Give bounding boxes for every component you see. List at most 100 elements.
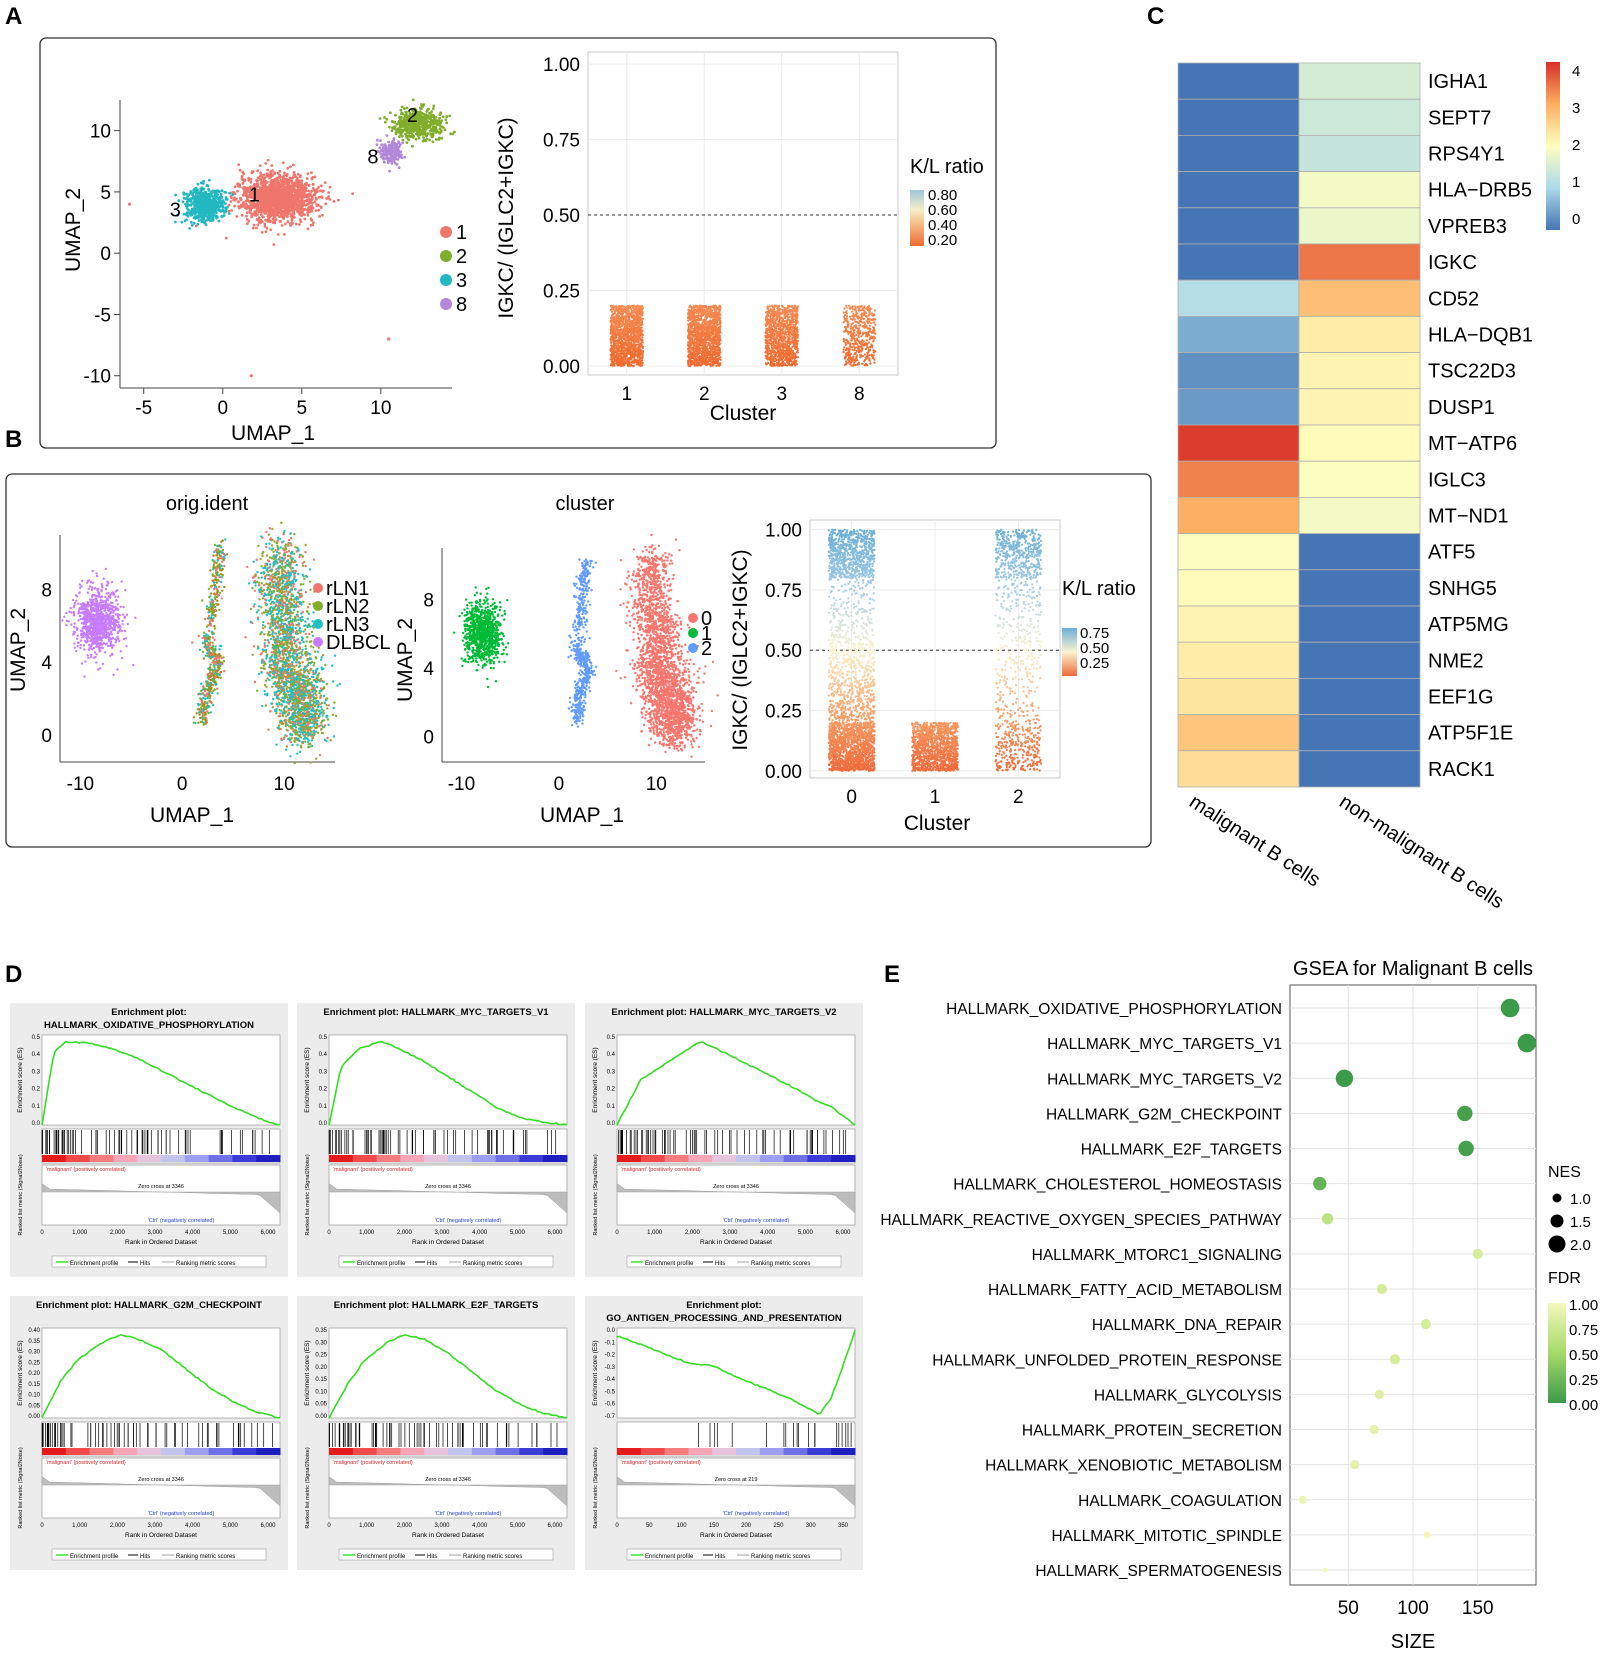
umap-a-point xyxy=(435,119,439,123)
umap-a-point xyxy=(327,191,330,194)
umap-a-point xyxy=(207,194,211,198)
ratio-point xyxy=(610,353,614,356)
umap-a-point xyxy=(408,135,412,139)
umap-a-point xyxy=(274,218,278,222)
ratio-point xyxy=(636,340,639,343)
umap-a-point xyxy=(185,207,189,210)
ratio-point xyxy=(610,356,613,359)
umap-a-point xyxy=(299,188,303,192)
ratio-point xyxy=(633,310,636,313)
umap-a-point xyxy=(189,213,193,217)
ratio-point xyxy=(621,329,624,332)
umap-a-point xyxy=(304,189,308,193)
umap-a-point xyxy=(283,199,287,202)
umap-a-point xyxy=(322,189,325,193)
ratio-point xyxy=(632,318,636,321)
umap-a-point xyxy=(323,181,327,185)
ratio-point xyxy=(719,358,722,361)
umap-a-point xyxy=(300,214,303,218)
umap-a-point xyxy=(280,224,284,227)
ratio-point xyxy=(628,348,631,351)
umap-a-point xyxy=(232,190,235,194)
umap-a-point xyxy=(399,108,403,112)
umap-a-point xyxy=(224,202,227,206)
umap-a-point xyxy=(263,222,267,226)
umap-a-point xyxy=(292,196,296,199)
umap-a-point xyxy=(224,191,228,194)
ratio-point xyxy=(628,315,631,318)
umap-a-point xyxy=(194,202,197,206)
umap-a-point xyxy=(420,125,424,129)
umap-a-point xyxy=(394,132,398,136)
umap-a-point xyxy=(401,112,404,116)
ratio-point xyxy=(621,308,624,312)
umap-a-point xyxy=(200,217,204,221)
umap-a-point xyxy=(273,206,276,210)
umap-a-point xyxy=(216,200,220,204)
umap-a-point xyxy=(272,193,276,197)
umap-a-point xyxy=(262,173,266,177)
umap-a-cluster-label: 3 xyxy=(170,199,181,221)
umap-a-point xyxy=(444,118,448,122)
umap-a-point xyxy=(440,136,444,140)
umap-a-point xyxy=(393,150,397,154)
ratio-point xyxy=(621,311,625,314)
umap-a-legend-label: 8 xyxy=(456,294,467,316)
ratio-point xyxy=(637,322,640,325)
ratio-point xyxy=(621,304,624,308)
umap-a-point xyxy=(244,199,248,203)
ratio-point xyxy=(615,328,619,331)
umap-a-point xyxy=(207,189,211,192)
ratio-point xyxy=(626,333,630,336)
ratio-point xyxy=(623,342,626,345)
ratio-point xyxy=(631,335,634,338)
umap-a-point xyxy=(313,200,317,204)
umap-a-point xyxy=(182,191,186,195)
umap-a-point xyxy=(422,132,425,135)
umap-a-point xyxy=(392,154,396,158)
umap-a-point xyxy=(432,132,435,135)
ratio-point xyxy=(629,352,632,355)
ratio-point xyxy=(639,315,642,318)
umap-a-point xyxy=(403,107,406,110)
umap-a-ylabel: UMAP_2 xyxy=(62,188,85,272)
umap-a-point xyxy=(209,218,213,222)
umap-a-point xyxy=(293,184,297,188)
umap-a-point xyxy=(299,174,302,178)
umap-a-point xyxy=(310,195,314,199)
umap-a-point xyxy=(284,222,287,226)
umap-a-point xyxy=(393,125,397,128)
umap-a-point xyxy=(211,190,215,194)
umap-a-point xyxy=(245,202,248,206)
ratio-point xyxy=(640,342,643,345)
umap-a-point xyxy=(387,140,390,144)
umap-a-point xyxy=(310,189,313,193)
ratio-point xyxy=(718,304,721,307)
umap-a-point xyxy=(274,196,278,200)
umap-a-point xyxy=(254,210,258,214)
ratio-point xyxy=(617,321,621,324)
umap-a-point xyxy=(431,126,435,130)
umap-a-point xyxy=(264,162,268,165)
umap-a-point xyxy=(285,177,288,181)
umap-a-point xyxy=(218,205,222,209)
umap-a-point xyxy=(245,211,249,215)
ratio-point xyxy=(615,350,618,353)
umap-a-point xyxy=(270,164,274,168)
umap-a-point xyxy=(278,220,282,223)
ratio-point xyxy=(630,339,634,342)
umap-a-point xyxy=(191,191,195,195)
umap-a-point xyxy=(275,176,279,180)
umap-a-point xyxy=(434,122,438,125)
umap-a-point xyxy=(205,194,209,198)
umap-a-point xyxy=(408,131,412,134)
umap-a-point xyxy=(410,132,414,136)
umap-a-point xyxy=(201,220,204,224)
umap-a-xlabel: UMAP_1 xyxy=(231,422,315,445)
umap-a-point xyxy=(438,113,442,116)
ratio-point xyxy=(617,344,620,347)
umap-a-point xyxy=(298,194,302,198)
umap-a-point xyxy=(249,180,253,184)
umap-a-point xyxy=(299,211,303,215)
